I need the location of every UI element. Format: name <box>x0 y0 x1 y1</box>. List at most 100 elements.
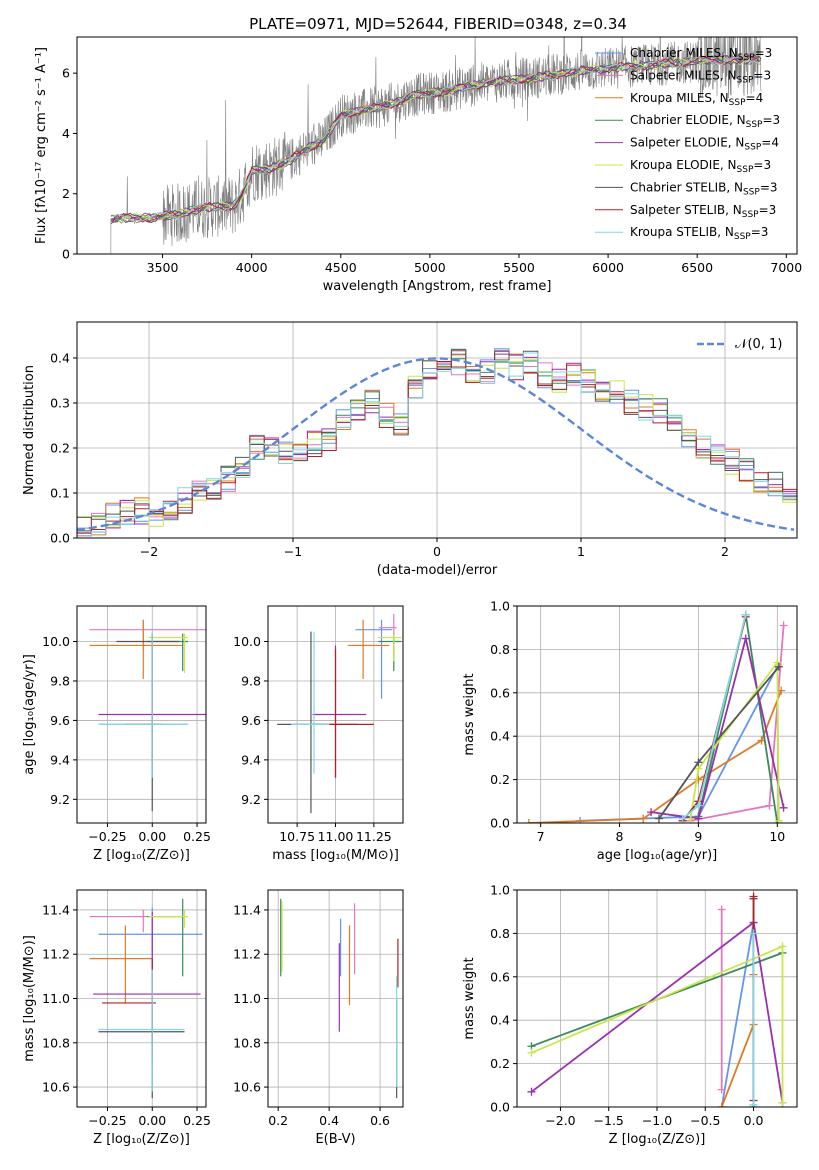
y-tick-label: 1.0 <box>490 599 510 614</box>
x-tick-label: 4000 <box>236 260 268 275</box>
y-tick-label: 0.4 <box>490 729 510 744</box>
legend-label: Chabrier ELODIE, NSSP=3 <box>630 113 780 130</box>
y-tick-label: 0.8 <box>490 926 510 941</box>
y-tick-label: 0.2 <box>490 772 510 787</box>
weight-marker <box>694 801 703 810</box>
figure-title: PLATE=0971, MJD=52644, FIBERID=0348, z=0… <box>249 15 627 33</box>
plot-area <box>77 348 797 537</box>
errorbar-cross <box>98 1027 185 1099</box>
y-tick-label: 9.6 <box>50 713 70 728</box>
errorbar-cross <box>98 907 203 957</box>
x-tick-label: 11.00 <box>318 829 354 844</box>
y-tick-label: 0.6 <box>490 685 510 700</box>
legend-label: Chabrier STELIB, NSSP=3 <box>630 180 778 197</box>
x-tick-label: 6000 <box>592 260 624 275</box>
x-tick-label: 0.6 <box>370 1113 390 1128</box>
x-axis-label: Z [log₁₀(Z/Z⊙)] <box>93 1132 190 1147</box>
weight-line <box>528 690 783 823</box>
errorbar-cross <box>355 619 393 699</box>
errorbar-cross <box>312 645 367 778</box>
errorbar-cross <box>148 909 189 928</box>
x-tick-label: 2 <box>721 544 729 559</box>
panel-age_vs_mass: 10.75 11.00 11.25 9.2 9.4 9.6 9.8 10.0 mass [log… <box>233 605 404 863</box>
weight-marker <box>749 1100 758 1107</box>
y-tick-label: 11.2 <box>233 947 261 962</box>
x-axis-label: Z [log₁₀(Z/Z⊙)] <box>93 848 190 863</box>
y-tick-label: 0.0 <box>490 816 510 831</box>
plot-area <box>110 37 762 254</box>
x-tick-label: −2 <box>140 544 158 559</box>
model-spectrum-line <box>110 54 762 223</box>
y-tick-label: 11.4 <box>233 902 261 917</box>
errorbar-cross <box>89 925 153 1003</box>
spectrum-legend: Chabrier MILES, NSSP=3 Salpeter MILES, NS… <box>595 46 780 242</box>
y-tick-label: 10.6 <box>233 1080 261 1095</box>
errorbar-cross <box>116 633 180 812</box>
x-tick-label: 3500 <box>147 260 179 275</box>
y-tick-label: 0.8 <box>490 642 510 657</box>
residual-histogram <box>77 358 797 532</box>
grid-lines <box>517 605 797 824</box>
panel-mass_vs_ebv: 0.2 0.4 0.6 10.6 10.8 11.0 11.2 11.4 E(B-V) <box>233 889 404 1147</box>
axes-frame <box>516 605 798 824</box>
weight-marker <box>694 814 703 823</box>
normal-curve <box>77 357 795 532</box>
y-tick-label: 2 <box>62 186 70 201</box>
panel-residuals: −2 −1 0 1 2 0.0 0.1 0.2 0.3 0.4 (data-model)/error… <box>22 321 798 578</box>
legend-label: Kroupa MILES, NSSP=4 <box>630 91 763 108</box>
plot-area <box>527 892 787 1107</box>
weight-marker <box>527 1087 536 1096</box>
x-axis-label: mass [log₁₀(M/M⊙)] <box>272 848 399 863</box>
weight-marker <box>749 929 758 938</box>
weight-marker <box>694 775 703 784</box>
errorbar-cross <box>146 633 189 672</box>
weight-marker <box>694 758 703 767</box>
y-tick-label: 0.0 <box>490 1100 510 1115</box>
x-axis-label: (data-model)/error <box>377 563 498 578</box>
y-tick-label: 9.2 <box>241 792 261 807</box>
axes-frame <box>76 889 207 1108</box>
axes-frame <box>76 321 798 539</box>
residual-histogram <box>77 353 797 534</box>
axes-frame <box>267 889 404 1108</box>
errorbar-cross <box>102 958 156 1048</box>
panel-massweight_vs_Z: −2.0 −1.5 −1.0 −0.5 0.0 0.0 0.2 0.4 0.6 0.8 1.0 Z [… <box>462 883 798 1147</box>
legend-label: Chabrier MILES, NSSP=3 <box>630 46 772 63</box>
legend-label: Salpeter STELIB, NSSP=3 <box>630 203 776 220</box>
residual-histogram <box>77 359 797 537</box>
x-tick-label: −1.5 <box>594 1113 624 1128</box>
y-axis-label: mass [log₁₀(M/M⊙)] <box>22 935 37 1062</box>
weight-marker <box>717 905 726 914</box>
y-axis-label: age [log₁₀(age/yr)] <box>22 654 37 775</box>
weight-marker <box>717 1085 726 1094</box>
y-tick-label: 0.2 <box>50 441 70 456</box>
y-tick-label: 10.0 <box>233 634 261 649</box>
x-tick-label: 0.25 <box>183 1113 211 1128</box>
y-tick-label: 9.6 <box>241 713 261 728</box>
weight-marker <box>774 816 783 823</box>
weight-marker <box>741 634 750 643</box>
weight-marker <box>527 1048 536 1057</box>
weight-marker <box>741 610 750 619</box>
x-tick-label: 0.00 <box>138 1113 166 1128</box>
plot-area <box>277 613 402 814</box>
y-tick-label: 0.4 <box>490 1013 510 1028</box>
axes-frame <box>76 36 798 255</box>
x-tick-label: 6500 <box>681 260 713 275</box>
y-tick-label: 0.2 <box>490 1056 510 1071</box>
weight-marker <box>765 801 774 810</box>
weight-marker <box>647 808 656 817</box>
weight-marker <box>678 814 687 823</box>
y-tick-label: 0.3 <box>50 396 70 411</box>
weight-line <box>580 666 779 822</box>
y-tick-label: 10.6 <box>42 1080 70 1095</box>
y-axis-label: mass weight <box>462 957 477 1039</box>
y-tick-label: 10.8 <box>233 1035 261 1050</box>
errorbar-cross <box>89 619 183 679</box>
x-tick-label: 1 <box>577 544 585 559</box>
y-tick-label: 0.6 <box>490 969 510 984</box>
errorbar-cross <box>347 619 390 679</box>
weight-marker <box>654 814 663 823</box>
weight-marker <box>749 892 758 901</box>
